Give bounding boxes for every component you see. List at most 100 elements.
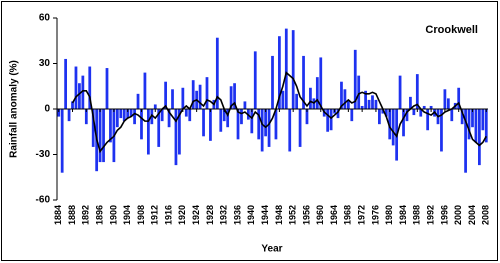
bar — [378, 109, 381, 125]
bar — [309, 87, 312, 109]
x-axis-label: Year — [261, 244, 282, 255]
bar — [78, 83, 81, 109]
x-tick-label: 1936 — [232, 205, 242, 225]
bar — [240, 109, 243, 125]
line — [71, 71, 487, 154]
bar — [305, 109, 309, 125]
bar — [388, 109, 392, 140]
x-tick-label: 1996 — [439, 205, 449, 225]
bar — [184, 109, 188, 117]
bar — [136, 93, 140, 109]
x-tick-label: 1924 — [191, 205, 201, 225]
bar — [129, 109, 133, 117]
bar — [340, 81, 343, 109]
x-tick-label: 1972 — [357, 205, 367, 225]
x-tick-label: 2008 — [481, 205, 491, 225]
bar — [205, 77, 209, 109]
bar — [71, 101, 74, 109]
bar — [415, 74, 419, 109]
bar — [460, 109, 464, 125]
x-tick-label: 1956 — [301, 205, 311, 225]
bar — [109, 109, 112, 143]
bar — [102, 109, 105, 163]
bar — [84, 109, 88, 125]
bar — [181, 87, 185, 109]
bar — [298, 109, 302, 147]
bar — [105, 68, 109, 109]
bar — [133, 109, 136, 125]
x-tick-label: 1952 — [288, 205, 298, 225]
bar — [402, 109, 405, 137]
x-tick-label: 1920 — [177, 205, 187, 225]
bar — [474, 109, 478, 143]
bar — [81, 75, 85, 109]
x-tick-label: 1976 — [370, 205, 380, 225]
x-tick-label: 1984 — [398, 205, 408, 225]
bar — [267, 109, 271, 147]
bar — [450, 109, 454, 122]
bar — [119, 109, 123, 119]
bar — [271, 55, 274, 109]
bar — [164, 81, 167, 109]
x-tick-label: 1884 — [53, 205, 63, 225]
x-tick-label: 1960 — [315, 205, 325, 225]
bar — [88, 66, 92, 109]
bar — [57, 109, 61, 117]
bar — [419, 109, 423, 117]
y-tick-label: 30 — [39, 58, 51, 69]
x-tick-label: 1968 — [343, 205, 353, 225]
bar — [229, 86, 233, 109]
bar — [167, 109, 171, 128]
bar — [422, 105, 426, 109]
bar — [191, 80, 195, 109]
x-tick-label: 1912 — [150, 205, 160, 225]
bar — [446, 98, 450, 109]
x-tick-label: 1980 — [384, 205, 394, 225]
bar — [284, 28, 288, 109]
bar — [360, 105, 364, 109]
bar — [153, 104, 157, 109]
bar — [429, 105, 433, 109]
bar — [278, 36, 281, 110]
bar — [464, 109, 467, 173]
x-tick-label: 1896 — [94, 205, 104, 225]
x-tick-label: 1888 — [67, 205, 77, 225]
x-tick-label: 2000 — [453, 205, 463, 225]
bar — [281, 90, 285, 109]
bar — [157, 109, 161, 147]
bar — [326, 109, 330, 132]
x-tick-label: 1916 — [163, 205, 173, 225]
y-axis-label: Rainfall anomaly (%) — [9, 60, 20, 158]
bar — [126, 109, 130, 119]
bar — [295, 93, 299, 109]
bar — [353, 49, 357, 109]
bar — [160, 109, 164, 122]
bar — [202, 109, 205, 137]
bar — [146, 109, 150, 155]
x-tick-label: 1940 — [246, 205, 256, 225]
bar — [471, 109, 474, 128]
bar — [174, 109, 178, 166]
bar — [405, 109, 409, 122]
bar — [343, 89, 347, 109]
bar — [374, 99, 378, 109]
bar — [329, 109, 333, 131]
bar — [440, 109, 443, 152]
bar — [409, 96, 412, 109]
bar — [209, 109, 212, 141]
bar — [302, 55, 305, 109]
x-tick-label: 1904 — [122, 205, 132, 225]
bar — [243, 101, 247, 109]
bar — [64, 58, 67, 109]
x-tick-label: 1992 — [425, 205, 435, 225]
bar — [257, 109, 261, 140]
x-tick-label: 2004 — [467, 205, 477, 225]
bar — [260, 109, 264, 152]
bar — [350, 109, 354, 122]
bar — [236, 109, 240, 140]
bar — [443, 89, 447, 109]
x-tick-label: 1948 — [274, 205, 284, 225]
bar — [253, 51, 257, 109]
